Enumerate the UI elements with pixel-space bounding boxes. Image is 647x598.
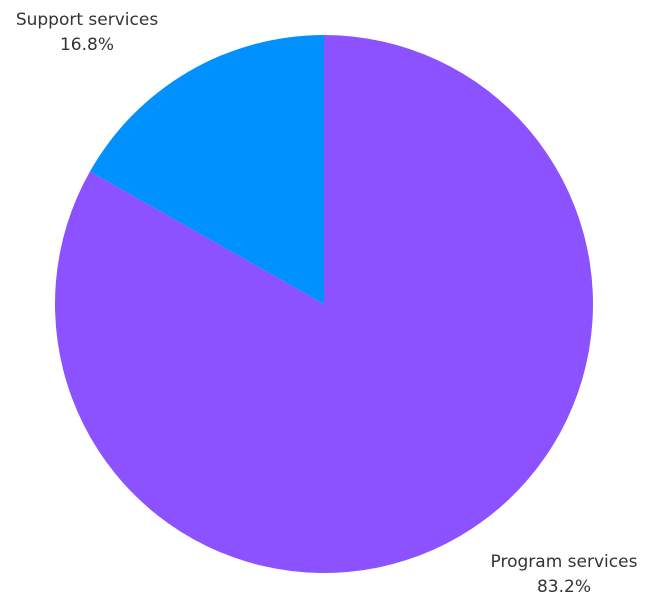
pie-labels: Program services 83.2% Support services …	[16, 10, 638, 597]
slice-value-program-services: 83.2%	[537, 577, 591, 597]
pie-slice-support-services	[89, 35, 324, 304]
pie-slice-program-services	[55, 35, 594, 573]
slice-value-support-services: 16.8%	[60, 35, 114, 55]
slice-label-support-services: Support services	[16, 10, 159, 30]
pie-slices	[55, 35, 594, 573]
slice-label-program-services: Program services	[491, 552, 638, 572]
